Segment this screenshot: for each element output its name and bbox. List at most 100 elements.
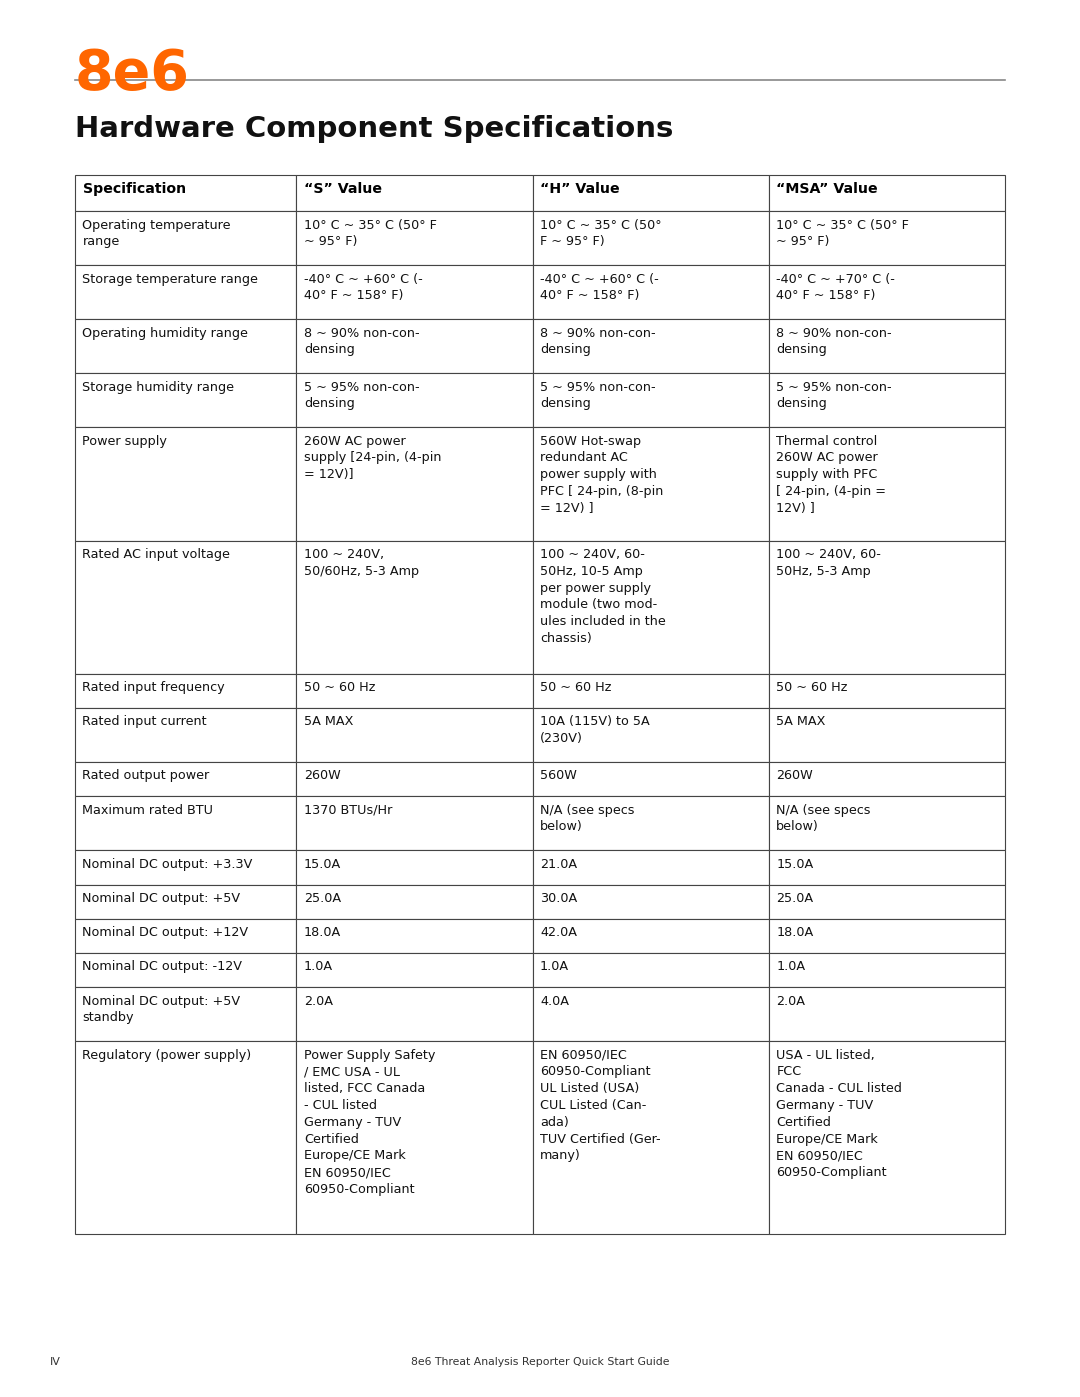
Text: -40° C ~ +60° C (-
40° F ~ 158° F): -40° C ~ +60° C (- 40° F ~ 158° F) (540, 272, 659, 302)
Text: 30.0A: 30.0A (540, 891, 578, 905)
Text: 560W: 560W (540, 770, 577, 782)
Text: 4.0A: 4.0A (540, 995, 569, 1007)
Text: 8 ~ 90% non-con-
densing: 8 ~ 90% non-con- densing (303, 327, 419, 356)
Bar (769, 708, 1005, 763)
Bar (769, 919, 1005, 953)
Text: 18.0A: 18.0A (303, 926, 341, 939)
Bar (296, 851, 532, 884)
Bar (296, 320, 532, 373)
Bar (296, 708, 532, 763)
Text: Maximum rated BTU: Maximum rated BTU (82, 803, 214, 817)
Text: Rated AC input voltage: Rated AC input voltage (82, 548, 230, 562)
Bar (75, 953, 296, 988)
Text: 2.0A: 2.0A (777, 995, 806, 1007)
Bar (296, 763, 532, 796)
Bar (75, 1041, 296, 1234)
Bar (75, 851, 296, 884)
Text: 15.0A: 15.0A (303, 858, 341, 870)
Bar (769, 265, 1005, 320)
Bar (296, 541, 532, 675)
Bar (532, 427, 769, 541)
Bar (769, 320, 1005, 373)
Text: 2.0A: 2.0A (303, 995, 333, 1007)
Text: -40° C ~ +60° C (-
40° F ~ 158° F): -40° C ~ +60° C (- 40° F ~ 158° F) (303, 272, 422, 302)
Text: 15.0A: 15.0A (777, 858, 813, 870)
Text: Storage temperature range: Storage temperature range (82, 272, 258, 285)
Bar (532, 541, 769, 675)
Bar (769, 675, 1005, 708)
Text: 25.0A: 25.0A (777, 891, 813, 905)
Text: IV: IV (50, 1356, 60, 1368)
Text: 260W: 260W (303, 770, 340, 782)
Text: Storage humidity range: Storage humidity range (82, 380, 234, 394)
Bar (75, 675, 296, 708)
Text: 1.0A: 1.0A (777, 960, 806, 974)
Bar (532, 175, 769, 211)
Bar (769, 1041, 1005, 1234)
Text: Nominal DC output: +3.3V: Nominal DC output: +3.3V (82, 858, 253, 870)
Bar (769, 175, 1005, 211)
Bar (769, 953, 1005, 988)
Text: 5 ~ 95% non-con-
densing: 5 ~ 95% non-con- densing (540, 380, 656, 411)
Bar (296, 953, 532, 988)
Text: 21.0A: 21.0A (540, 858, 577, 870)
Bar (532, 1041, 769, 1234)
Bar (769, 541, 1005, 675)
Bar (75, 265, 296, 320)
Bar (296, 1041, 532, 1234)
Text: Rated output power: Rated output power (82, 770, 210, 782)
Bar (296, 211, 532, 265)
Text: 50 ~ 60 Hz: 50 ~ 60 Hz (777, 682, 848, 694)
Bar (769, 763, 1005, 796)
Text: 25.0A: 25.0A (303, 891, 341, 905)
Text: Specification: Specification (82, 182, 186, 196)
Text: 10A (115V) to 5A
(230V): 10A (115V) to 5A (230V) (540, 715, 650, 745)
Text: Rated input current: Rated input current (82, 715, 207, 728)
Text: Operating humidity range: Operating humidity range (82, 327, 248, 339)
Bar (769, 373, 1005, 427)
Text: 42.0A: 42.0A (540, 926, 577, 939)
Text: -40° C ~ +70° C (-
40° F ~ 158° F): -40° C ~ +70° C (- 40° F ~ 158° F) (777, 272, 895, 302)
Bar (75, 541, 296, 675)
Bar (532, 763, 769, 796)
Bar (532, 851, 769, 884)
Text: 1.0A: 1.0A (303, 960, 333, 974)
Bar (75, 796, 296, 851)
Bar (769, 851, 1005, 884)
Text: 1.0A: 1.0A (540, 960, 569, 974)
Bar (532, 708, 769, 763)
Bar (296, 373, 532, 427)
Text: Rated input frequency: Rated input frequency (82, 682, 225, 694)
Text: 100 ~ 240V, 60-
50Hz, 5-3 Amp: 100 ~ 240V, 60- 50Hz, 5-3 Amp (777, 548, 881, 578)
Bar (296, 988, 532, 1041)
Bar (769, 884, 1005, 919)
Bar (296, 675, 532, 708)
Bar (532, 265, 769, 320)
Text: 8 ~ 90% non-con-
densing: 8 ~ 90% non-con- densing (540, 327, 656, 356)
Text: USA - UL listed,
FCC
Canada - CUL listed
Germany - TUV
Certified
Europe/CE Mark
: USA - UL listed, FCC Canada - CUL listed… (777, 1049, 902, 1179)
Bar (75, 320, 296, 373)
Text: Operating temperature
range: Operating temperature range (82, 218, 231, 249)
Text: 100 ~ 240V,
50/60Hz, 5-3 Amp: 100 ~ 240V, 50/60Hz, 5-3 Amp (303, 548, 419, 578)
Bar (769, 988, 1005, 1041)
Text: Thermal control
260W AC power
supply with PFC
[ 24-pin, (4-pin =
12V) ]: Thermal control 260W AC power supply wit… (777, 434, 887, 515)
Text: 5A MAX: 5A MAX (777, 715, 825, 728)
Text: 10° C ~ 35° C (50° F
~ 95° F): 10° C ~ 35° C (50° F ~ 95° F) (777, 218, 909, 249)
Bar (296, 919, 532, 953)
Text: 10° C ~ 35° C (50°
F ~ 95° F): 10° C ~ 35° C (50° F ~ 95° F) (540, 218, 662, 249)
Bar (532, 211, 769, 265)
Text: 1370 BTUs/Hr: 1370 BTUs/Hr (303, 803, 392, 817)
Text: 8e6 Threat Analysis Reporter Quick Start Guide: 8e6 Threat Analysis Reporter Quick Start… (410, 1356, 670, 1368)
Bar (296, 427, 532, 541)
Text: N/A (see specs
below): N/A (see specs below) (540, 803, 635, 834)
Text: 560W Hot-swap
redundant AC
power supply with
PFC [ 24-pin, (8-pin
= 12V) ]: 560W Hot-swap redundant AC power supply … (540, 434, 663, 515)
Text: 260W AC power
supply [24-pin, (4-pin
= 12V)]: 260W AC power supply [24-pin, (4-pin = 1… (303, 434, 442, 481)
Text: 5 ~ 95% non-con-
densing: 5 ~ 95% non-con- densing (303, 380, 419, 411)
Text: 18.0A: 18.0A (777, 926, 813, 939)
Bar (75, 211, 296, 265)
Text: 260W: 260W (777, 770, 813, 782)
Bar (769, 211, 1005, 265)
Bar (75, 919, 296, 953)
Bar (532, 373, 769, 427)
Bar (532, 884, 769, 919)
